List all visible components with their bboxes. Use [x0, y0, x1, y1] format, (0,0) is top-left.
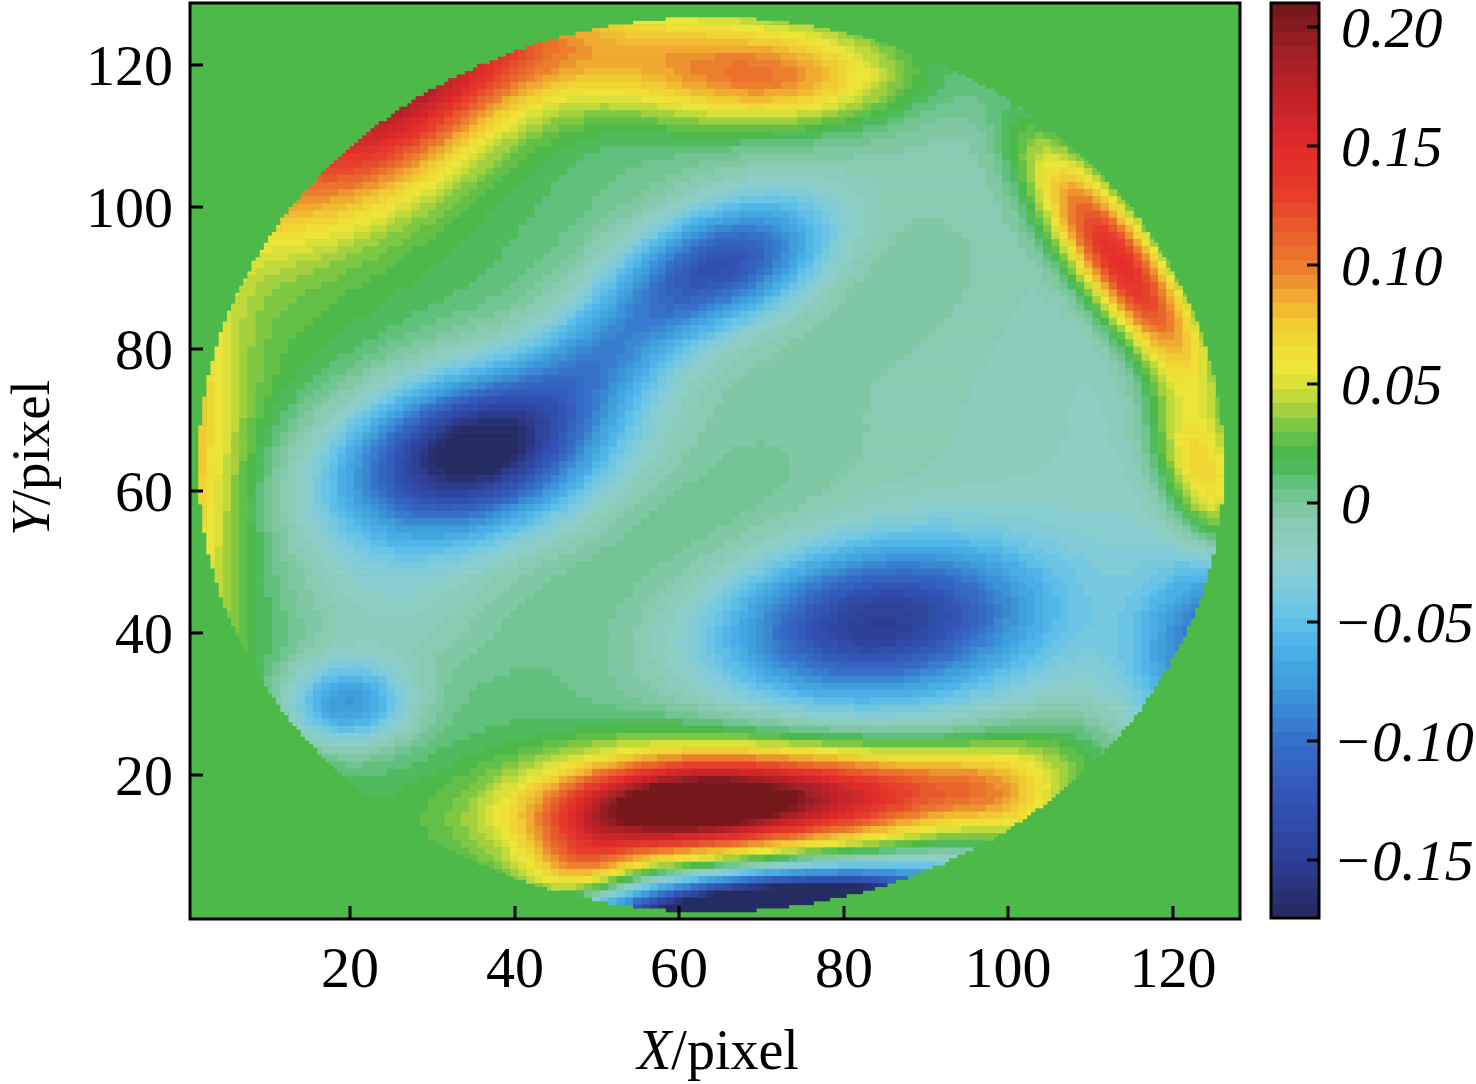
svg-text:0.15: 0.15 [1341, 114, 1443, 179]
svg-text:100: 100 [965, 935, 1052, 1000]
svg-text:−0.05: −0.05 [1333, 590, 1474, 655]
svg-text:0.05: 0.05 [1341, 352, 1443, 417]
svg-text:20: 20 [115, 743, 173, 808]
svg-text:0: 0 [1341, 471, 1370, 536]
svg-text:X/pixel: X/pixel [635, 1019, 799, 1081]
svg-text:120: 120 [86, 33, 173, 98]
svg-text:60: 60 [115, 459, 173, 524]
svg-text:40: 40 [486, 935, 544, 1000]
svg-text:−0.10: −0.10 [1333, 709, 1474, 774]
svg-text:60: 60 [650, 935, 708, 1000]
svg-text:80: 80 [815, 935, 873, 1000]
svg-text:120: 120 [1130, 935, 1217, 1000]
svg-text:80: 80 [115, 317, 173, 382]
svg-text:Y/pixel: Y/pixel [0, 380, 61, 536]
svg-text:20: 20 [321, 935, 379, 1000]
svg-text:40: 40 [115, 601, 173, 666]
svg-text:100: 100 [86, 175, 173, 240]
svg-text:−0.15: −0.15 [1333, 828, 1474, 893]
svg-text:0.10: 0.10 [1341, 233, 1443, 298]
svg-text:0.20: 0.20 [1341, 0, 1443, 60]
